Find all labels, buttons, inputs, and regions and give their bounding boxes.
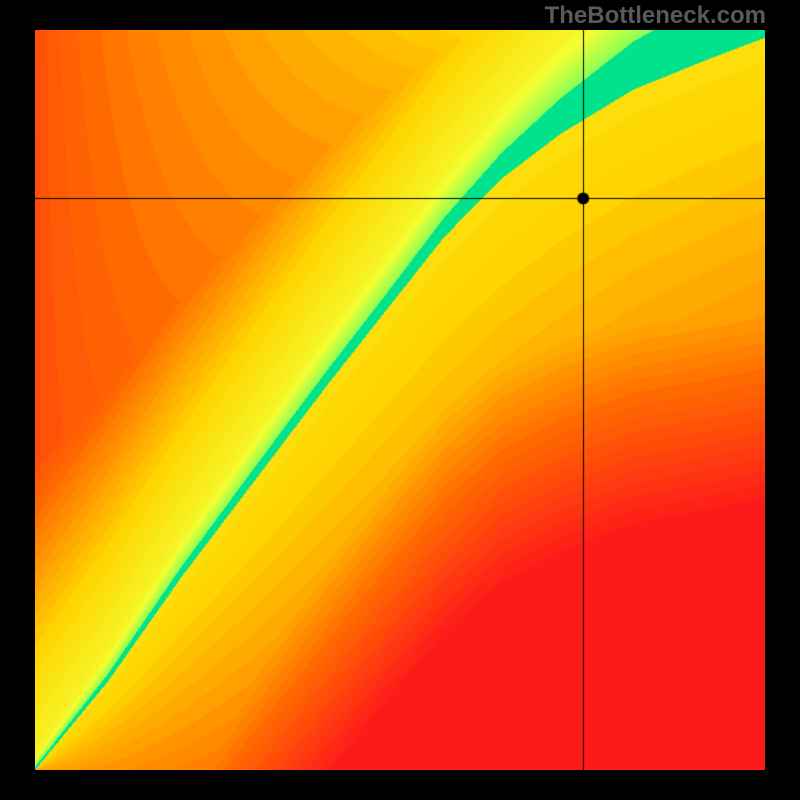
crosshair-overlay xyxy=(35,30,765,770)
chart-container: TheBottleneck.com xyxy=(0,0,800,800)
watermark-text: TheBottleneck.com xyxy=(545,2,766,30)
